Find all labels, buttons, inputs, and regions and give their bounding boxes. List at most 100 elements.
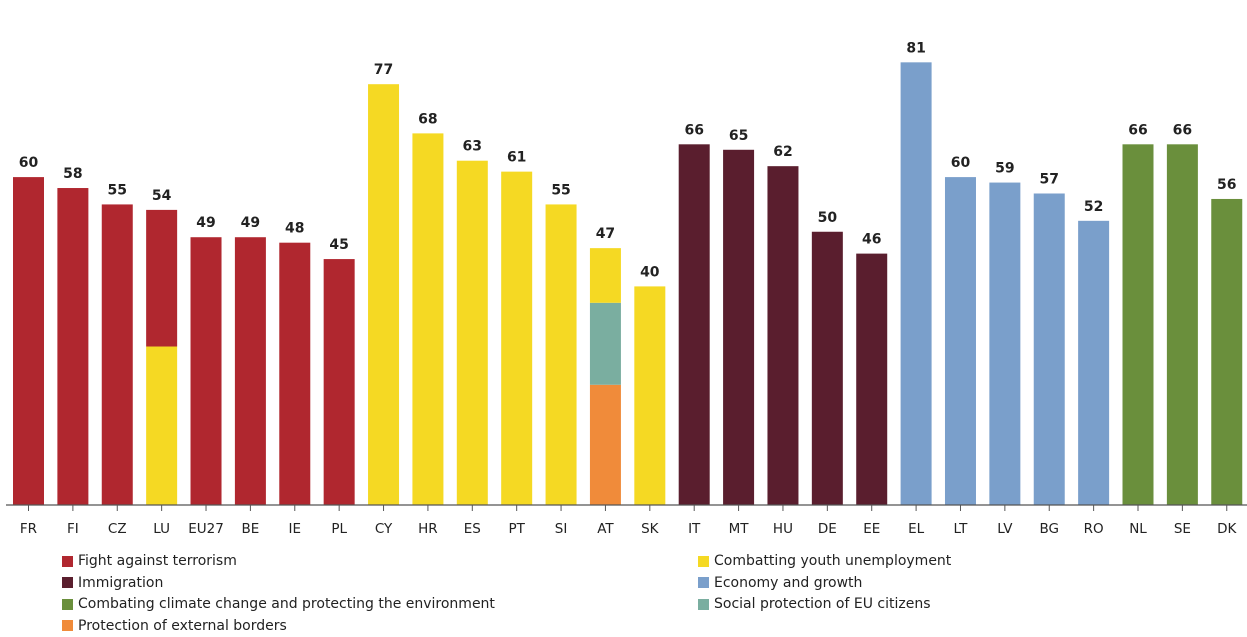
bar-ie — [279, 242, 311, 505]
bar-ro — [1078, 220, 1110, 505]
value-label-mt: 65 — [729, 128, 748, 144]
x-tick-label-hu: HU — [773, 521, 793, 537]
value-label-pt: 61 — [507, 150, 526, 166]
x-tick-label-lv: LV — [997, 521, 1013, 537]
x-tick-label-pt: PT — [508, 521, 525, 537]
legend-label-youth: Combatting youth unemployment — [714, 553, 952, 569]
x-tick-label-si: SI — [555, 521, 568, 537]
legend-swatch-climate — [62, 598, 73, 610]
value-label-si: 55 — [551, 182, 570, 198]
x-tick-label-de: DE — [818, 521, 837, 537]
value-label-ie: 48 — [285, 221, 304, 237]
legend-swatch-terrorism — [62, 555, 73, 567]
x-tick-label-cz: CZ — [108, 521, 127, 537]
value-label-be: 49 — [241, 215, 260, 231]
x-tick-label-es: ES — [464, 521, 481, 537]
bar-cy — [368, 84, 400, 505]
value-label-de: 50 — [818, 210, 838, 226]
bar-sk — [634, 286, 666, 505]
bar-si — [545, 204, 577, 506]
bar-chart: 60 FR 58 FI 55 CZ 54 LU 49 EU27 49 BE 48 IE 45 PL 77 CY 68… — [6, 40, 1247, 537]
bar-cz — [101, 204, 133, 506]
legend-label-social: Social protection of EU citizens — [714, 596, 931, 612]
value-label-ee: 46 — [862, 232, 881, 248]
value-label-bg: 57 — [1039, 171, 1058, 187]
value-label-cz: 55 — [108, 182, 127, 198]
value-label-lu: 54 — [152, 188, 172, 204]
legend-item-economy: Economy and growth — [698, 573, 862, 593]
bar-it — [678, 144, 710, 505]
value-label-hr: 68 — [418, 111, 437, 127]
x-tick-label-mt: MT — [729, 521, 750, 537]
legend-swatch-economy — [698, 577, 709, 588]
value-label-pl: 45 — [329, 237, 348, 253]
bar-se — [1166, 144, 1198, 505]
bar-at-segment-social — [589, 302, 621, 385]
x-tick-label-nl: NL — [1129, 521, 1147, 537]
legend-swatch-youth — [698, 555, 709, 567]
bar-fi — [57, 188, 89, 505]
legend-swatch-borders — [62, 620, 73, 631]
chart-legend: Fight against terrorism Combatting youth … — [0, 551, 1247, 637]
x-tick-label-lt: LT — [954, 521, 969, 537]
x-tick-label-be: BE — [242, 521, 260, 537]
value-label-el: 81 — [906, 40, 925, 56]
bar-de — [811, 231, 843, 505]
x-tick-label-eu27: EU27 — [188, 521, 224, 537]
x-tick-label-fr: FR — [20, 521, 37, 537]
bar-at-segment-youth — [589, 248, 621, 303]
x-tick-label-pl: PL — [331, 521, 347, 537]
value-label-hu: 62 — [773, 144, 792, 160]
legend-item-climate: Combating climate change and protecting … — [62, 594, 495, 614]
legend-item-terrorism: Fight against terrorism — [62, 551, 237, 571]
bar-mt — [723, 149, 755, 505]
legend-label-terrorism: Fight against terrorism — [78, 553, 237, 569]
x-tick-label-cy: CY — [375, 521, 393, 537]
x-tick-label-ee: EE — [863, 521, 880, 537]
value-label-lv: 59 — [995, 161, 1014, 177]
value-label-lt: 60 — [951, 155, 971, 171]
bar-pl — [323, 259, 355, 505]
value-label-cy: 77 — [374, 62, 393, 78]
bar-el — [900, 62, 932, 506]
legend-label-climate: Combating climate change and protecting … — [78, 596, 495, 612]
legend-label-borders: Protection of external borders — [78, 617, 287, 634]
value-label-es: 63 — [463, 139, 482, 155]
legend-swatch-social — [698, 598, 709, 610]
x-tick-label-it: IT — [688, 521, 701, 537]
x-tick-label-se: SE — [1174, 521, 1191, 537]
value-label-se: 66 — [1173, 122, 1192, 138]
value-label-sk: 40 — [640, 264, 660, 280]
value-label-nl: 66 — [1128, 122, 1147, 138]
bar-lv — [989, 182, 1021, 505]
x-tick-label-ie: IE — [289, 521, 302, 537]
legend-label-economy: Economy and growth — [714, 574, 863, 591]
value-label-ro: 52 — [1084, 199, 1103, 215]
bar-hu — [767, 166, 799, 506]
x-tick-label-dk: DK — [1217, 521, 1237, 537]
legend-label-immigration: Immigration — [78, 574, 164, 591]
bar-pt — [501, 171, 533, 505]
legend-item-social: Social protection of EU citizens — [698, 594, 931, 614]
bar-at-segment-borders — [589, 384, 621, 505]
bar-nl — [1122, 144, 1154, 505]
value-label-eu27: 49 — [196, 215, 215, 231]
bar-eu27 — [190, 237, 222, 505]
legend-item-youth: Combatting youth unemployment — [698, 551, 951, 571]
x-tick-label-sk: SK — [641, 521, 660, 537]
bar-lu-segment-terrorism — [146, 209, 178, 347]
x-tick-label-ro: RO — [1084, 521, 1104, 537]
value-label-it: 66 — [684, 122, 703, 138]
bar-ee — [856, 253, 888, 505]
bar-lt — [944, 177, 976, 505]
value-label-at: 47 — [596, 226, 615, 242]
bar-es — [456, 160, 488, 505]
value-label-fr: 60 — [19, 155, 39, 171]
value-label-dk: 56 — [1217, 177, 1236, 193]
bar-bg — [1033, 193, 1065, 505]
bar-fr — [13, 177, 44, 505]
bar-be — [234, 237, 266, 505]
legend-swatch-immigration — [62, 577, 73, 588]
x-tick-label-bg: BG — [1039, 521, 1059, 537]
x-tick-label-fi: FI — [67, 521, 79, 537]
